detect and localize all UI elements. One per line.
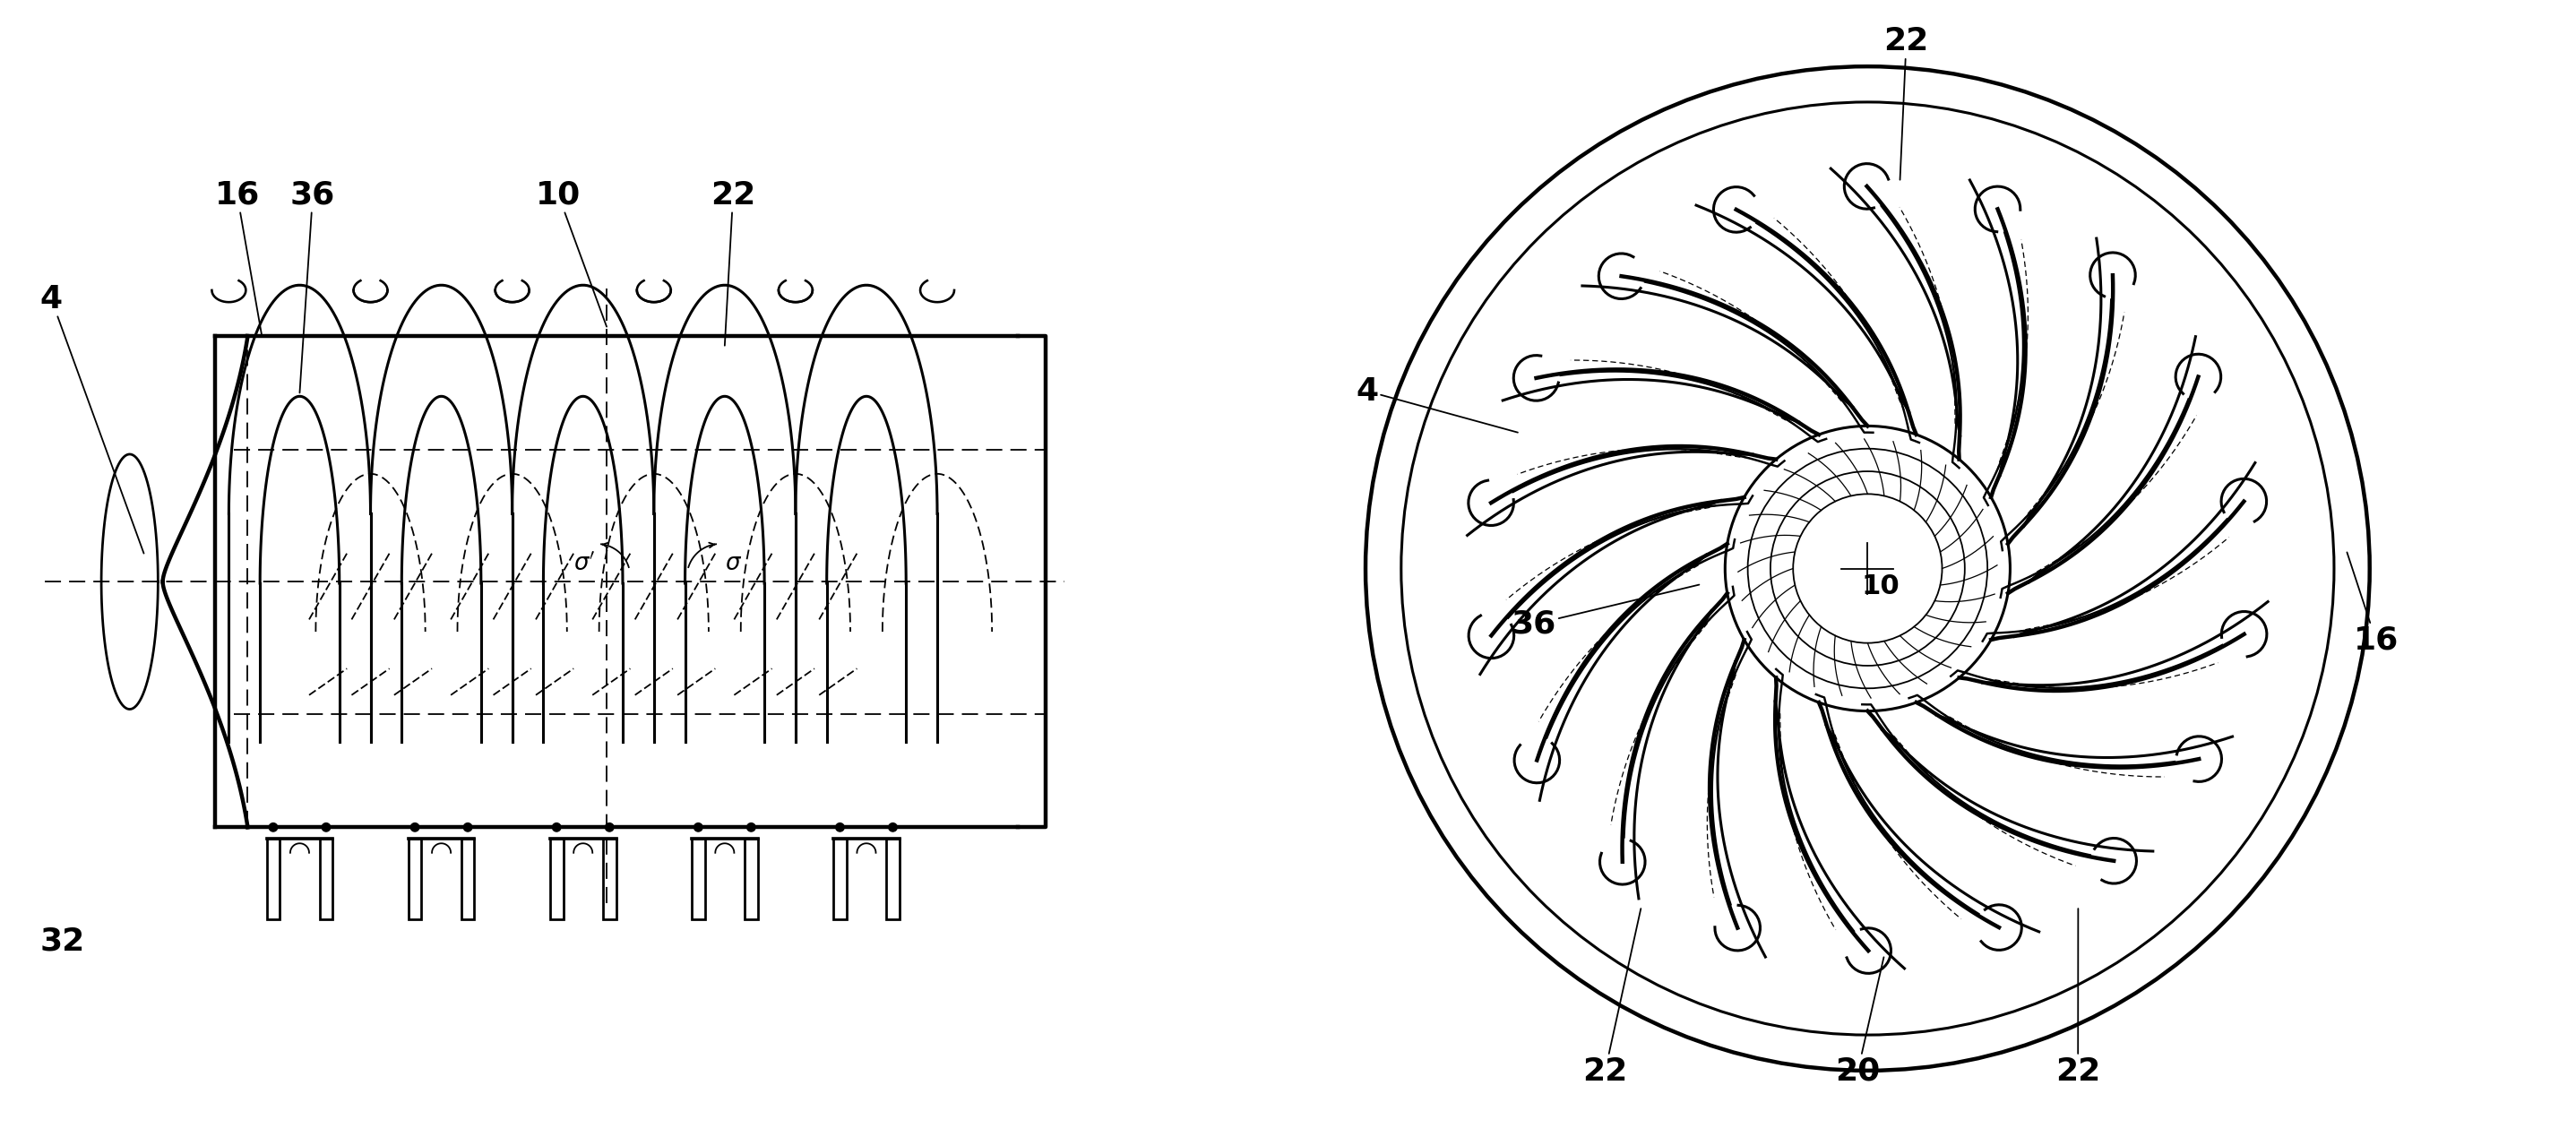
Text: 4: 4 <box>1355 376 1517 432</box>
Circle shape <box>605 823 613 831</box>
Text: 22: 22 <box>711 180 755 346</box>
Text: 10: 10 <box>1862 574 1899 600</box>
Circle shape <box>835 823 845 831</box>
Circle shape <box>410 823 420 831</box>
Circle shape <box>693 823 703 831</box>
Bar <box>835 839 848 919</box>
Text: 4: 4 <box>41 283 144 554</box>
Circle shape <box>747 823 755 831</box>
Bar <box>690 839 706 919</box>
Circle shape <box>322 823 330 831</box>
Text: 22: 22 <box>2056 908 2099 1087</box>
Bar <box>603 839 616 919</box>
Bar <box>886 839 899 919</box>
Text: 10: 10 <box>536 180 608 326</box>
Circle shape <box>889 823 896 831</box>
Circle shape <box>551 823 562 831</box>
Text: 16: 16 <box>2347 553 2398 656</box>
Text: 32: 32 <box>41 926 85 956</box>
Bar <box>268 839 281 919</box>
Bar <box>319 839 332 919</box>
Text: 36: 36 <box>1512 584 1700 639</box>
Bar <box>744 839 757 919</box>
Text: $\sigma'$: $\sigma'$ <box>574 551 595 575</box>
Text: 22: 22 <box>1582 908 1641 1087</box>
Text: $\sigma$: $\sigma$ <box>724 551 742 575</box>
Circle shape <box>464 823 471 831</box>
Circle shape <box>268 823 278 831</box>
Bar <box>461 839 474 919</box>
Bar <box>551 839 564 919</box>
Text: 20: 20 <box>1834 957 1883 1087</box>
Text: 22: 22 <box>1883 26 1929 180</box>
Text: 16: 16 <box>214 180 263 337</box>
Text: 36: 36 <box>291 180 335 392</box>
Bar <box>407 839 422 919</box>
